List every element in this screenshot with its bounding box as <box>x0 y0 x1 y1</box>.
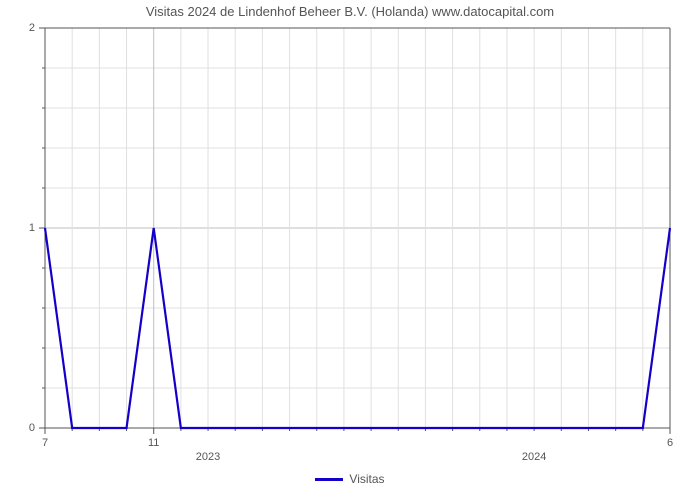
svg-text:2023: 2023 <box>196 451 220 463</box>
legend-label: Visitas <box>349 472 384 486</box>
series-line <box>45 228 670 428</box>
legend: Visitas <box>0 472 700 486</box>
svg-text:7: 7 <box>42 437 48 449</box>
svg-text:11: 11 <box>148 437 159 449</box>
svg-text:2024: 2024 <box>522 451 546 463</box>
chart-container: Visitas 2024 de Lindenhof Beheer B.V. (H… <box>0 0 700 500</box>
line-chart: 0 1 2 7 11 6 2023 2024 <box>0 0 700 466</box>
legend-swatch <box>315 478 343 481</box>
chart-title: Visitas 2024 de Lindenhof Beheer B.V. (H… <box>0 4 700 19</box>
svg-text:6: 6 <box>667 437 673 449</box>
svg-text:1: 1 <box>29 222 35 234</box>
svg-text:2: 2 <box>29 22 35 34</box>
svg-text:0: 0 <box>29 422 35 434</box>
